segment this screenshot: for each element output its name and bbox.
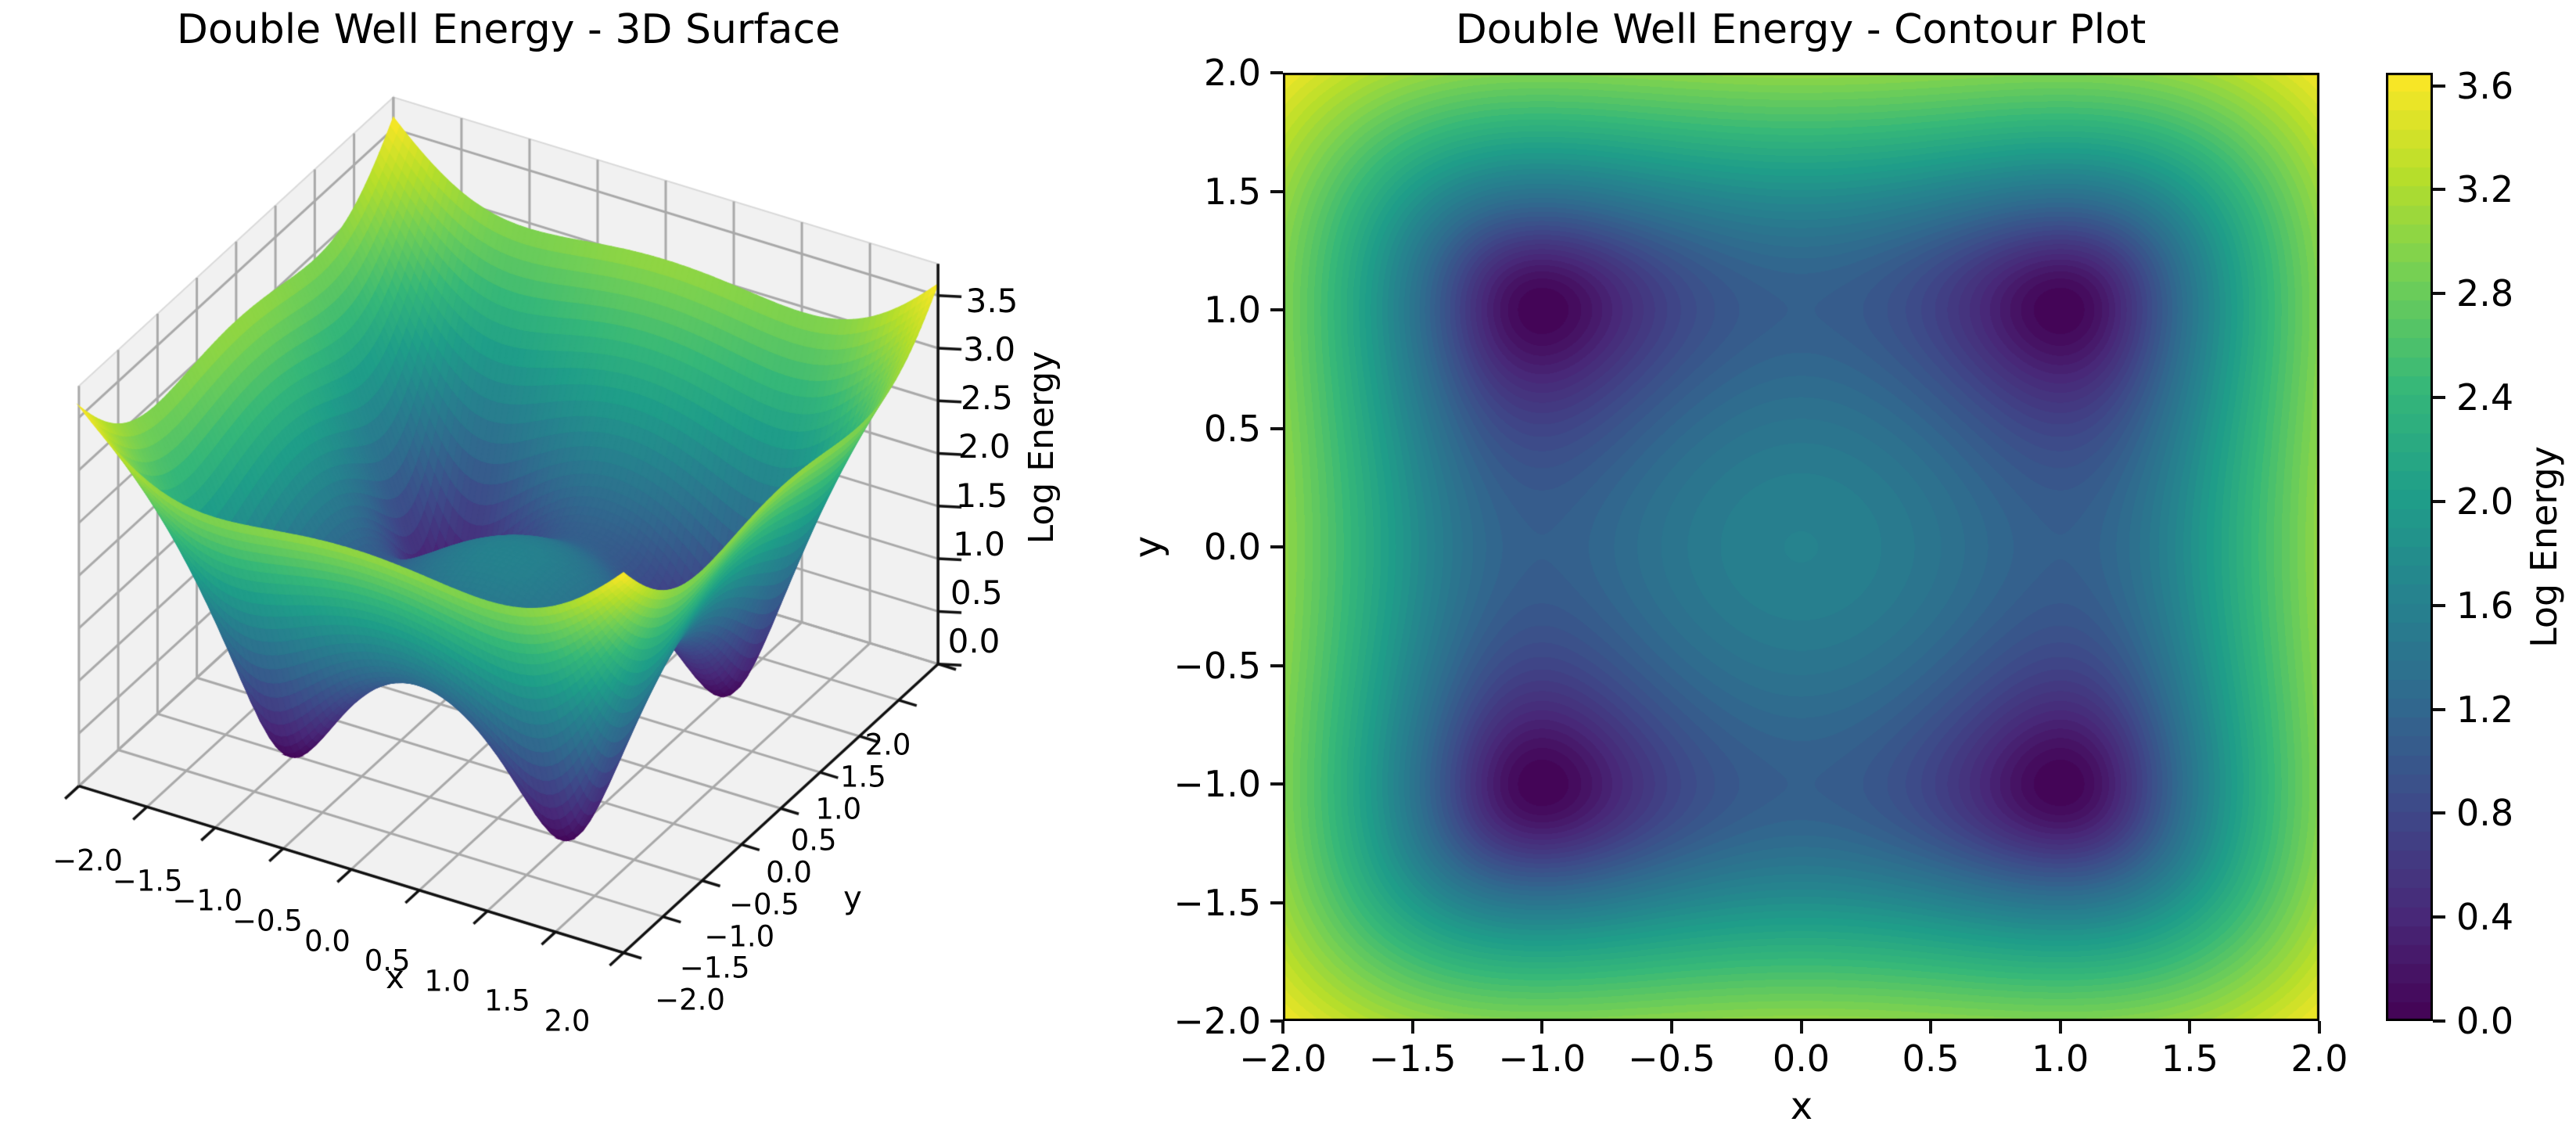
- contour-x-tick-label: 1.5: [2161, 1037, 2219, 1080]
- colorbar-tick-label: 1.2: [2456, 688, 2514, 731]
- colorbar-tick-label: 1.6: [2456, 584, 2514, 627]
- surface-x-axis-label: x: [386, 960, 404, 996]
- contour-y-tick: [1270, 663, 1283, 667]
- contour-y-tick: [1270, 308, 1283, 311]
- colorbar-tick-label: 2.8: [2456, 272, 2514, 315]
- surface-y-tick-label: −2.0: [655, 983, 725, 1017]
- contour-y-tick: [1270, 782, 1283, 786]
- colorbar-tick-label: 3.2: [2456, 168, 2514, 211]
- surface-x-tick-label: −0.5: [232, 904, 303, 938]
- surface-y-tick-label: 0.0: [766, 855, 812, 890]
- surface-y-tick-label: 2.0: [864, 728, 911, 762]
- contour-plot-canvas: [1283, 73, 2319, 1021]
- contour-x-tick-label: −1.5: [1368, 1037, 1457, 1080]
- colorbar-tick-label: 0.0: [2456, 1000, 2514, 1042]
- surface-3d-plot-canvas: [0, 39, 1134, 1064]
- contour-x-tick-label: −2.0: [1239, 1037, 1327, 1080]
- contour-x-tick: [1540, 1021, 1544, 1034]
- contour-x-axis-label: x: [1790, 1084, 1813, 1128]
- surface-x-tick-label: −1.5: [112, 864, 183, 898]
- colorbar-tick: [2433, 915, 2445, 919]
- surface-z-tick-label: 3.5: [965, 282, 1019, 320]
- surface-y-tick-label: −1.0: [704, 919, 775, 953]
- surface-z-tick-label: 2.5: [961, 379, 1013, 418]
- colorbar-tick: [2433, 811, 2445, 815]
- colorbar-canvas: [2386, 73, 2433, 1021]
- contour-x-tick-label: 0.0: [1772, 1037, 1831, 1080]
- contour-y-tick: [1270, 545, 1283, 548]
- contour-y-tick-label: 0.5: [1203, 407, 1261, 450]
- contour-y-tick: [1270, 901, 1283, 904]
- colorbar-tick: [2433, 188, 2445, 192]
- surface-z-tick-label: 3.0: [963, 330, 1016, 369]
- colorbar-tick: [2433, 707, 2445, 711]
- surface-z-tick-label: 1.5: [955, 476, 1008, 515]
- colorbar-tick-label: 0.8: [2456, 792, 2514, 835]
- surface-x-tick-label: 0.5: [364, 944, 411, 978]
- contour-x-tick: [2058, 1021, 2062, 1034]
- surface-x-tick-label: −2.0: [52, 843, 123, 878]
- contour-y-tick: [1270, 1019, 1283, 1023]
- surface-z-tick-label: 1.0: [953, 524, 1005, 563]
- surface-y-axis-label: y: [843, 880, 862, 916]
- contour-x-tick: [1799, 1021, 1803, 1034]
- surface-x-tick-label: 1.5: [483, 983, 530, 1018]
- contour-y-tick-label: 1.0: [1203, 289, 1261, 331]
- colorbar-tick: [2433, 1019, 2445, 1023]
- contour-x-tick: [2318, 1021, 2321, 1034]
- contour-x-tick-label: 0.5: [1902, 1037, 1960, 1080]
- contour-y-tick: [1270, 189, 1283, 193]
- contour-x-tick-label: 2.0: [2290, 1037, 2348, 1080]
- surface-y-tick-label: 0.5: [790, 823, 837, 858]
- colorbar-tick-label: 2.4: [2456, 376, 2514, 419]
- surface-x-tick-label: 0.0: [304, 924, 350, 958]
- contour-x-tick-label: −0.5: [1628, 1037, 1716, 1080]
- contour-y-tick-label: 2.0: [1203, 52, 1261, 94]
- colorbar-tick-label: 3.6: [2456, 64, 2514, 107]
- contour-y-tick: [1270, 71, 1283, 74]
- contour-x-tick: [1281, 1021, 1284, 1034]
- surface-y-tick-label: 1.0: [815, 792, 862, 825]
- contour-x-tick: [1410, 1021, 1414, 1034]
- contour-x-tick: [2188, 1021, 2192, 1034]
- surface-y-tick-label: −0.5: [728, 887, 799, 922]
- contour-y-tick-label: 0.0: [1203, 526, 1261, 568]
- contour-y-tick-label: −1.5: [1173, 881, 1261, 924]
- contour-y-tick-label: −0.5: [1173, 644, 1261, 687]
- contour-y-tick: [1270, 426, 1283, 430]
- colorbar-tick-label: 0.4: [2456, 896, 2514, 939]
- colorbar-tick: [2433, 396, 2445, 400]
- surface-x-tick-label: 2.0: [544, 1004, 591, 1038]
- contour-y-tick-label: 1.5: [1203, 170, 1261, 213]
- contour-plot-title: Double Well Energy - Contour Plot: [1455, 6, 2147, 53]
- contour-x-tick-label: −1.0: [1498, 1037, 1586, 1080]
- contour-y-tick-label: −1.0: [1173, 763, 1261, 805]
- contour-x-tick: [1929, 1021, 1933, 1034]
- colorbar-tick-label: 2.0: [2456, 480, 2514, 523]
- surface-z-tick-label: 2.0: [957, 427, 1011, 466]
- surface-y-tick-label: −1.5: [679, 951, 750, 985]
- surface-z-tick-label: 0.0: [947, 622, 1001, 660]
- surface-y-tick-label: 1.5: [839, 760, 886, 794]
- colorbar-tick: [2433, 603, 2445, 607]
- surface-z-tick-label: 0.5: [950, 573, 1003, 612]
- surface-x-tick-label: −1.0: [172, 883, 243, 918]
- colorbar-tick: [2433, 499, 2445, 503]
- contour-x-tick-label: 1.0: [2032, 1037, 2089, 1080]
- contour-x-tick: [1669, 1021, 1673, 1034]
- surface-x-tick-label: 1.0: [424, 964, 471, 998]
- colorbar-tick: [2433, 84, 2445, 88]
- contour-y-tick-label: −2.0: [1173, 1000, 1261, 1042]
- colorbar-tick: [2433, 292, 2445, 296]
- surface-plot-title: Double Well Energy - 3D Surface: [176, 6, 841, 53]
